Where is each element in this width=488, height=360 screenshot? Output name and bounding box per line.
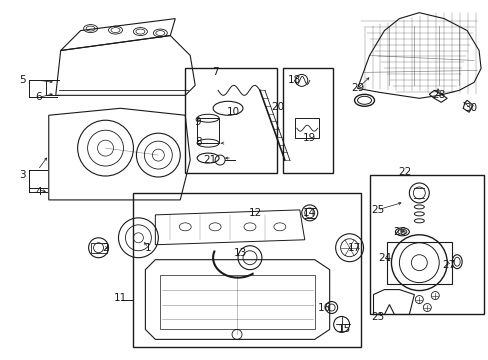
Text: 27: 27	[442, 260, 455, 270]
Text: 2: 2	[102, 243, 109, 253]
Text: 25: 25	[370, 205, 384, 215]
Text: 6: 6	[36, 92, 42, 102]
Text: 21: 21	[203, 155, 216, 165]
Text: 18: 18	[287, 75, 301, 85]
Bar	[197, 118, 219, 143]
Text: 8: 8	[195, 137, 201, 147]
Text: 19: 19	[303, 133, 316, 143]
Bar	[386, 242, 451, 284]
Text: 28: 28	[432, 90, 445, 100]
Text: 14: 14	[303, 208, 316, 218]
Text: 9: 9	[195, 117, 201, 127]
Text: 22: 22	[397, 167, 410, 177]
Text: 16: 16	[317, 302, 331, 312]
Text: 1: 1	[145, 243, 151, 253]
Bar	[294, 118, 318, 138]
Text: 11: 11	[114, 293, 127, 302]
Bar	[133, 193, 360, 347]
Text: 24: 24	[377, 253, 390, 263]
Bar	[282, 68, 332, 173]
Bar	[90, 243, 106, 253]
Bar	[185, 68, 276, 173]
Text: 10: 10	[226, 107, 239, 117]
Text: 4: 4	[36, 187, 42, 197]
Text: 23: 23	[370, 312, 384, 323]
Text: 20: 20	[271, 102, 284, 112]
Text: 3: 3	[20, 170, 26, 180]
Text: 12: 12	[248, 208, 261, 218]
Text: 7: 7	[211, 67, 218, 77]
Text: 17: 17	[347, 243, 361, 253]
Text: 30: 30	[464, 103, 477, 113]
Text: 5: 5	[20, 75, 26, 85]
Text: 29: 29	[350, 84, 364, 93]
Text: 26: 26	[392, 227, 405, 237]
Bar	[369, 175, 483, 315]
Text: 15: 15	[337, 324, 350, 334]
Text: 13: 13	[233, 248, 246, 258]
